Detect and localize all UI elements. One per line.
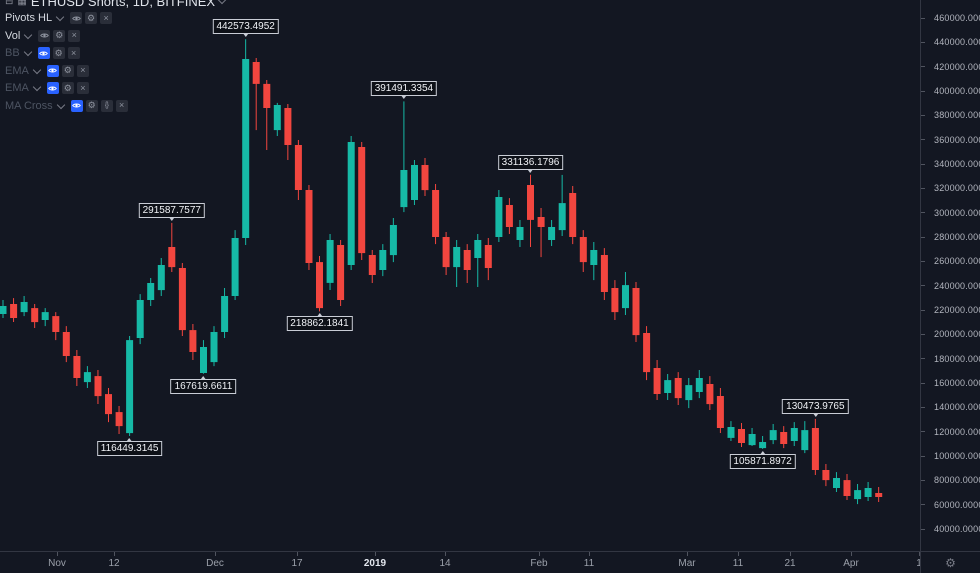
gear-icon[interactable]: ⚙ bbox=[85, 12, 98, 24]
time-tick: 21 bbox=[784, 558, 796, 569]
price-tick: 300000.0000 bbox=[921, 208, 980, 218]
time-tick-mark bbox=[215, 552, 216, 556]
price-tick: 400000.0000 bbox=[921, 86, 980, 96]
chevron-down-icon[interactable] bbox=[32, 82, 42, 92]
close-icon[interactable]: × bbox=[67, 47, 80, 59]
indicator-row-pivots-hl: Pivots HL ⚙ × bbox=[5, 10, 225, 27]
indicator-row-ema: EMA ⚙ × bbox=[5, 62, 225, 79]
braces-icon[interactable]: {} bbox=[100, 99, 113, 112]
time-tick: 14 bbox=[439, 558, 451, 569]
chevron-down-icon[interactable] bbox=[55, 12, 65, 22]
time-tick-mark bbox=[919, 552, 920, 556]
time-tick: 2019 bbox=[363, 558, 387, 569]
time-tick: Apr bbox=[843, 558, 859, 569]
window-icon: ⊟ bbox=[5, 0, 14, 7]
price-tick: 220000.0000 bbox=[921, 305, 980, 315]
gear-icon[interactable]: ⚙ bbox=[52, 47, 65, 59]
time-axis[interactable]: Nov 12 Dec 17 2019 14 Feb 11 Mar 11 21 Apr 1 bbox=[0, 551, 920, 573]
price-tick: 160000.0000 bbox=[921, 378, 980, 388]
chevron-down-icon[interactable] bbox=[24, 30, 33, 39]
eye-icon[interactable] bbox=[70, 12, 83, 24]
axis-settings-corner: ⚙ bbox=[920, 551, 980, 573]
eye-icon[interactable] bbox=[37, 47, 50, 59]
price-tick: 40000.0000 bbox=[921, 524, 980, 534]
eye-icon[interactable] bbox=[46, 64, 59, 77]
close-icon[interactable]: × bbox=[76, 82, 89, 94]
chevron-down-icon[interactable] bbox=[23, 47, 32, 57]
price-tick: 120000.0000 bbox=[921, 427, 980, 437]
price-tick: 200000.0000 bbox=[921, 329, 980, 339]
indicator-row-ema: EMA ⚙ × bbox=[5, 80, 225, 97]
price-tick: 280000.0000 bbox=[921, 232, 980, 242]
chevron-down-icon[interactable] bbox=[217, 0, 227, 5]
time-tick-mark bbox=[375, 552, 376, 556]
time-tick-mark bbox=[539, 552, 540, 556]
chevron-down-icon[interactable] bbox=[56, 100, 65, 109]
indicator-row-bb: BB ⚙ × bbox=[5, 45, 225, 62]
symbol-title-row[interactable]: ⊟ ▦ ETHUSD Shorts, 1D, BITFINEX bbox=[5, 0, 227, 9]
time-tick-mark bbox=[790, 552, 791, 556]
indicator-label[interactable]: Vol bbox=[5, 29, 21, 42]
close-icon[interactable]: × bbox=[76, 64, 89, 77]
close-icon[interactable]: × bbox=[100, 12, 113, 24]
gear-icon[interactable]: ⚙ bbox=[61, 82, 74, 94]
time-tick: 11 bbox=[732, 558, 744, 569]
indicator-rows: Pivots HL ⚙ × Vol ⚙ × BB ⚙ × EMA ⚙ × EMA ⚙ × MA Cross ⚙{… bbox=[5, 10, 225, 115]
time-tick-mark bbox=[114, 552, 115, 556]
price-tick: 60000.0000 bbox=[921, 500, 980, 510]
time-tick-mark bbox=[297, 552, 298, 556]
time-tick: Dec bbox=[206, 558, 224, 569]
close-icon[interactable]: × bbox=[68, 29, 81, 42]
chart-grid-icon: ▦ bbox=[17, 0, 27, 7]
time-tick: Mar bbox=[678, 558, 696, 569]
price-tick: 420000.0000 bbox=[921, 62, 980, 72]
time-tick: Nov bbox=[48, 558, 66, 569]
time-tick: 11 bbox=[583, 558, 595, 569]
indicator-row-ma-cross: MA Cross ⚙{} × bbox=[5, 97, 225, 114]
time-tick-mark bbox=[445, 552, 446, 556]
axis-settings-gear-icon[interactable]: ⚙ bbox=[945, 555, 956, 570]
indicator-row-vol: Vol ⚙ × bbox=[5, 27, 225, 44]
eye-icon[interactable] bbox=[38, 29, 51, 42]
indicator-label[interactable]: Pivots HL bbox=[5, 12, 53, 24]
price-tick: 260000.0000 bbox=[921, 256, 980, 266]
chart-canvas[interactable]: 442573.4952 391491.3354 331136.1796 291587.… bbox=[0, 0, 920, 551]
price-tick: 360000.0000 bbox=[921, 135, 980, 145]
price-tick: 320000.0000 bbox=[921, 183, 980, 193]
time-tick-mark bbox=[738, 552, 739, 556]
gear-icon[interactable]: ⚙ bbox=[85, 99, 98, 112]
price-tick: 100000.0000 bbox=[921, 451, 980, 461]
time-tick-mark bbox=[851, 552, 852, 556]
time-tick: Feb bbox=[530, 558, 548, 569]
gear-icon[interactable]: ⚙ bbox=[61, 64, 74, 77]
time-tick: 17 bbox=[291, 558, 303, 569]
price-tick: 340000.0000 bbox=[921, 159, 980, 169]
time-tick: 1 bbox=[916, 558, 920, 569]
price-tick: 440000.0000 bbox=[921, 37, 980, 47]
indicator-label[interactable]: MA Cross bbox=[5, 99, 53, 112]
time-tick-mark bbox=[589, 552, 590, 556]
price-tick: 140000.0000 bbox=[921, 402, 980, 412]
indicator-label[interactable]: EMA bbox=[5, 64, 29, 77]
symbol-title[interactable]: ETHUSD Shorts, 1D, BITFINEX bbox=[30, 0, 216, 9]
chevron-down-icon[interactable] bbox=[32, 65, 42, 74]
price-axis[interactable]: 460000.0000 440000.0000 420000.0000 400000.… bbox=[920, 0, 980, 551]
indicator-label[interactable]: EMA bbox=[5, 82, 29, 94]
price-tick: 80000.0000 bbox=[921, 475, 980, 485]
time-tick: 12 bbox=[108, 558, 120, 569]
close-icon[interactable]: × bbox=[115, 99, 128, 112]
price-tick: 380000.0000 bbox=[921, 110, 980, 120]
eye-icon[interactable] bbox=[70, 99, 83, 112]
price-tick: 460000.0000 bbox=[921, 13, 980, 23]
indicator-legend: ⊟ ▦ ETHUSD Shorts, 1D, BITFINEX Pivots H… bbox=[5, 0, 227, 115]
time-tick-mark bbox=[57, 552, 58, 556]
price-tick: 180000.0000 bbox=[921, 354, 980, 364]
gear-icon[interactable]: ⚙ bbox=[53, 29, 66, 42]
eye-icon[interactable] bbox=[46, 82, 59, 94]
indicator-label[interactable]: BB bbox=[5, 47, 20, 59]
time-tick-mark bbox=[687, 552, 688, 556]
price-tick: 240000.0000 bbox=[921, 281, 980, 291]
candlestick-chart[interactable] bbox=[0, 0, 920, 551]
